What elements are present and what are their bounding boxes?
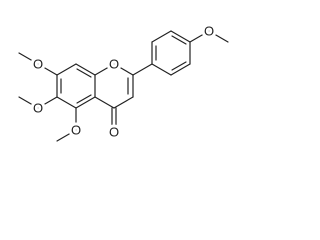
bonds	[18, 30, 229, 142]
atom-label: O	[71, 123, 81, 138]
atom-label: O	[109, 57, 119, 72]
atom-label: O	[204, 24, 214, 39]
atom-label: O	[33, 101, 43, 116]
structure: O O O O O O	[18, 21, 229, 143]
atom-label: O	[109, 125, 119, 140]
atom-label: O	[33, 57, 43, 72]
